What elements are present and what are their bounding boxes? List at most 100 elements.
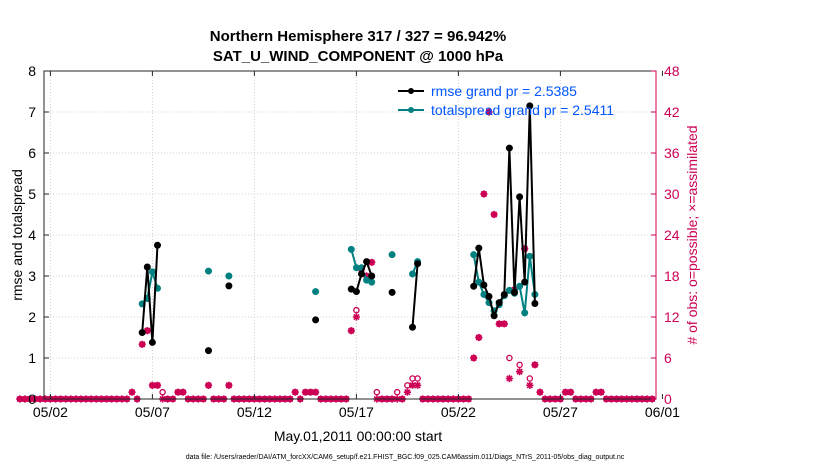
obs-assimilated-marker [347, 327, 355, 335]
rmse-point [531, 299, 539, 307]
obs-assimilated-marker [352, 313, 360, 321]
obs-assimilated-marker [21, 395, 29, 403]
obs-assimilated-marker [368, 258, 376, 266]
rmse-point [225, 282, 233, 290]
rmse-point [475, 244, 483, 252]
obs-assimilated-marker [495, 320, 503, 328]
x-tick-label: 05/27 [543, 404, 578, 420]
rmse-point [485, 293, 493, 300]
obs-possible-marker [353, 306, 360, 314]
y-tick-label: 2 [28, 309, 36, 325]
y-tick-label: 3 [28, 268, 36, 284]
y-tick-label: 0 [28, 391, 36, 407]
obs-assimilated-marker [153, 381, 162, 389]
obs-assimilated-marker [536, 388, 544, 396]
obs-assimilated-marker [301, 388, 309, 396]
rmse-point [368, 272, 376, 280]
y-axis-right: 0 6 12 18 24 30 36 42 48 [651, 63, 680, 407]
rmse-line [141, 245, 159, 343]
obs-assimilated-marker [225, 381, 233, 389]
x-tick-label: 06/01 [645, 404, 680, 420]
obs-assimilated-marker [138, 340, 146, 348]
series-layer [138, 102, 539, 355]
rmse-point [480, 281, 488, 289]
legend: rmse grand pr = 2.5385 totalspread grand … [398, 83, 614, 118]
rmse-point [205, 347, 212, 355]
obs-assimilated-marker [531, 361, 539, 369]
rmse-point [470, 282, 478, 290]
y-tick-label: 8 [28, 63, 36, 79]
rmse-point [500, 290, 508, 298]
x-tick-label: 05/07 [135, 404, 170, 420]
obs-assimilated-marker [500, 320, 508, 328]
totalspread-point [368, 278, 376, 286]
y-tick-label: 5 [28, 186, 36, 202]
x-tick-label: 05/02 [33, 404, 68, 420]
obs-assimilated-marker [16, 395, 24, 403]
y2-tick-label: 42 [664, 104, 680, 120]
obs-assimilated-marker [36, 395, 44, 403]
obs-assimilated-marker [470, 354, 478, 362]
totalspread-point [516, 282, 524, 290]
gridlines [44, 71, 656, 399]
x-tick-label: 05/12 [237, 404, 272, 420]
rmse-point [526, 102, 534, 110]
legend-marker [408, 88, 414, 94]
obs-possible-marker [506, 354, 513, 362]
rmse-point [352, 288, 360, 296]
rmse-point [388, 288, 396, 296]
obs-assimilated-marker [526, 381, 534, 389]
y2-tick-label: 36 [664, 145, 680, 161]
obs-possible-marker [373, 388, 381, 396]
obs-possible-marker [526, 375, 534, 382]
y2-tick-label: 48 [664, 63, 680, 79]
x-tick-label: 05/17 [339, 404, 374, 420]
x-axis: 05/02 05/07 05/12 05/17 05/22 05/27 06/01 [33, 71, 680, 420]
obs-assimilated-marker [561, 388, 570, 396]
obs-assimilated-marker [414, 381, 422, 389]
obs-assimilated-marker [26, 395, 34, 403]
legend-label: totalspread grand pr = 2.5411 [431, 102, 614, 118]
totalspread-point [388, 251, 396, 259]
rmse-point [363, 258, 371, 266]
obs-assimilated-marker [306, 388, 315, 396]
obs-assimilated-marker [204, 381, 213, 389]
obs-assimilated-marker [291, 388, 299, 396]
obs-assimilated-marker [128, 388, 136, 396]
y2-tick-label: 0 [664, 391, 672, 407]
rmse-point [495, 299, 503, 307]
totalspread-point [521, 309, 529, 317]
obs-assimilated-marker [592, 388, 600, 396]
rmse-point [511, 288, 518, 296]
chart-title: Northern Hemisphere 317 / 327 = 96.942% [210, 28, 506, 45]
y2-tick-label: 24 [664, 227, 680, 243]
totalspread-point [205, 267, 212, 275]
rmse-point [138, 329, 146, 337]
y2-axis-label: # of obs: o=possible; ×=assimilated [684, 125, 700, 344]
obs-assimilated-marker [490, 210, 498, 219]
obs-possible-marker [159, 388, 166, 396]
obs-assimilated-marker [597, 388, 605, 396]
rmse-point [409, 323, 416, 331]
chart-subtitle: SAT_U_WIND_COMPONENT @ 1000 hPa [213, 48, 504, 65]
y2-tick-label: 6 [664, 350, 672, 366]
y-axis-label: rmse and totalspread [9, 169, 25, 301]
obs-assimilated-marker [148, 381, 156, 389]
legend-label: rmse grand pr = 2.5385 [431, 83, 577, 99]
data-file-footnote: data file: /Users/raeder/DAI/ATM_forcXX/… [186, 454, 625, 461]
y2-tick-label: 30 [664, 186, 680, 202]
totalspread-point [526, 252, 534, 260]
rmse-point [521, 278, 529, 286]
totalspread-point [225, 272, 233, 280]
totalspread-point [470, 251, 478, 259]
y-tick-label: 6 [28, 145, 36, 161]
obs-assimilated-marker [567, 388, 575, 396]
rmse-point [312, 316, 320, 324]
rmse-point [143, 263, 151, 271]
obs-assimilated-marker [179, 388, 187, 396]
totalspread-point [148, 268, 156, 276]
obs-assimilated-marker [143, 327, 151, 335]
y-tick-label: 4 [28, 227, 36, 243]
totalspread-point [475, 278, 483, 286]
